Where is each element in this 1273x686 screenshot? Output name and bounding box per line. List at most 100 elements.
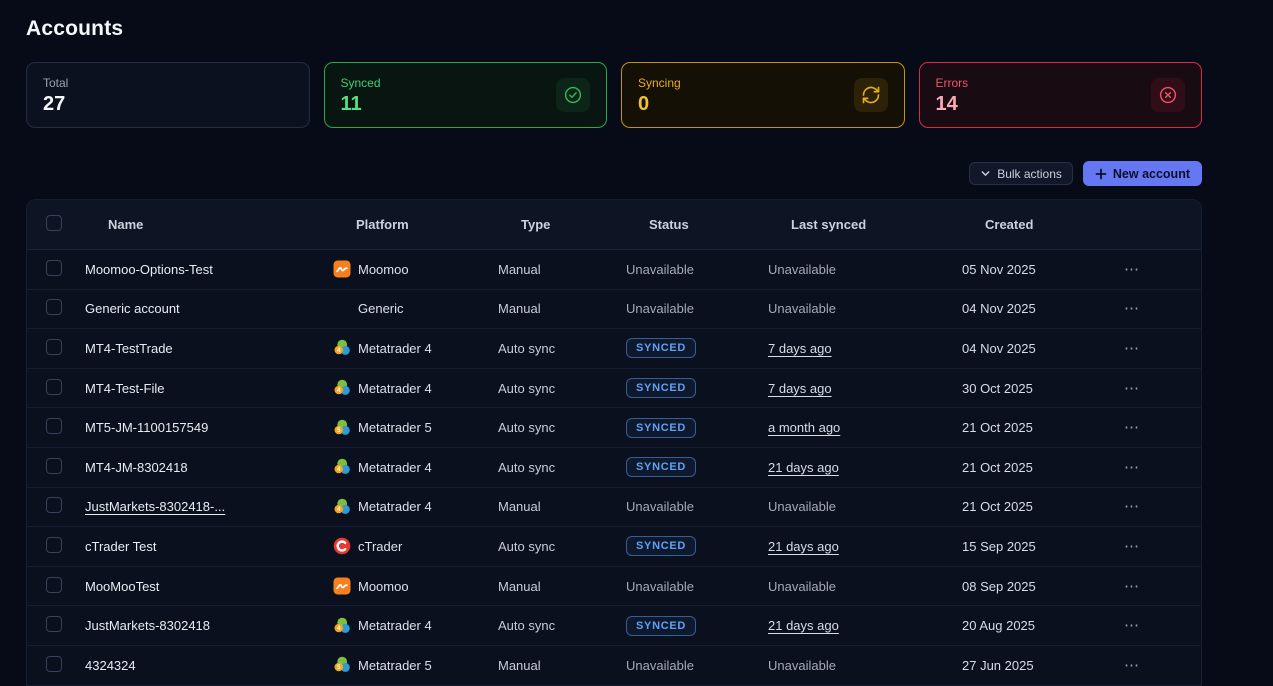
status-cell: SYNCED (626, 536, 768, 557)
account-name: MT4-JM-8302418 (85, 459, 188, 475)
platform-icon-none (333, 300, 351, 318)
status-badge: SYNCED (626, 615, 697, 636)
platform-label: Generic (358, 301, 404, 317)
moomoo-icon (333, 577, 351, 595)
status-text: Unavailable (626, 657, 694, 673)
row-actions-button[interactable]: ⋯ (1124, 260, 1140, 278)
status-cell: Unavailable (626, 579, 768, 594)
row-checkbox[interactable] (46, 497, 62, 514)
table-header: Name Platform Type Status Last synced Cr… (27, 200, 1201, 250)
last-synced-cell: Unavailable (768, 658, 962, 673)
table-row: Moomoo-Options-Test Moomoo Manual Unavai… (27, 250, 1201, 290)
status-cell: SYNCED (626, 338, 768, 359)
status-cell: SYNCED (626, 378, 768, 399)
row-actions-button[interactable]: ⋯ (1124, 339, 1140, 357)
row-checkbox[interactable] (46, 457, 62, 474)
created-date: 08 Sep 2025 (962, 578, 1036, 594)
row-checkbox[interactable] (46, 259, 62, 276)
toolbar: Bulk actions New account (26, 161, 1202, 186)
status-text: Unavailable (626, 578, 694, 594)
svg-text:4: 4 (337, 626, 341, 632)
row-actions-button[interactable]: ⋯ (1124, 537, 1140, 555)
stat-label-errors: Errors (935, 75, 969, 90)
sync-type-label: Auto sync (498, 380, 556, 396)
row-actions-button[interactable]: ⋯ (1124, 300, 1140, 318)
row-checkbox[interactable] (46, 338, 62, 355)
row-actions-button[interactable]: ⋯ (1124, 458, 1140, 476)
table-row: 4324324 5 Metatrader 5 Manual Unavailabl… (27, 646, 1201, 686)
created-date: 21 Oct 2025 (962, 499, 1033, 515)
stat-label-total: Total (43, 75, 69, 90)
account-name: MT4-Test-File (85, 380, 165, 396)
row-actions-button[interactable]: ⋯ (1124, 379, 1140, 397)
stat-label-syncing: Syncing (638, 75, 681, 90)
last-synced-cell: 7 days ago (768, 381, 962, 396)
table-row: MT4-TestTrade 4 Metatrader 4 Auto sync S… (27, 329, 1201, 369)
last-synced-link[interactable]: 21 days ago (768, 618, 839, 634)
platform-label: Metatrader 4 (358, 340, 432, 356)
last-synced-link[interactable]: a month ago (768, 420, 841, 436)
row-actions-button[interactable]: ⋯ (1124, 656, 1140, 674)
status-badge: SYNCED (626, 338, 697, 359)
table-row: cTrader Test cTrader Auto sync SYNCED 21… (27, 527, 1201, 567)
platform-label: Metatrader 5 (358, 420, 432, 436)
sync-type-label: Manual (498, 261, 541, 277)
created-date: 30 Oct 2025 (962, 380, 1033, 396)
status-badge: SYNCED (626, 536, 697, 557)
row-checkbox[interactable] (46, 616, 62, 633)
account-name: Generic account (85, 301, 180, 317)
created-date: 05 Nov 2025 (962, 261, 1036, 277)
select-all-checkbox[interactable] (46, 215, 62, 231)
column-header-platform: Platform (356, 217, 409, 232)
sync-type-label: Auto sync (498, 538, 556, 554)
column-header-name: Name (108, 217, 144, 232)
row-checkbox[interactable] (46, 378, 62, 395)
bulk-actions-button[interactable]: Bulk actions (969, 162, 1073, 185)
stat-card-errors: Errors 14 (918, 62, 1202, 128)
last-synced-link[interactable]: 21 days ago (768, 459, 839, 475)
platform-label: Metatrader 5 (358, 657, 432, 673)
sync-type-label: Auto sync (498, 459, 556, 475)
created-date: 04 Nov 2025 (962, 340, 1036, 356)
row-actions-button[interactable]: ⋯ (1124, 498, 1140, 516)
row-checkbox[interactable] (46, 576, 62, 593)
sync-type-label: Auto sync (498, 420, 556, 436)
platform-label: Metatrader 4 (358, 618, 432, 634)
status-badge: SYNCED (626, 417, 697, 438)
last-synced-cell: 21 days ago (768, 539, 962, 554)
row-checkbox[interactable] (46, 536, 62, 553)
accounts-page: Accounts Total 27 Synced 11 Syncing 0 (26, 17, 1202, 686)
account-name: MT4-TestTrade (85, 340, 173, 356)
row-actions-button[interactable]: ⋯ (1124, 419, 1140, 437)
sync-type-label: Manual (498, 578, 541, 594)
last-synced-text: Unavailable (768, 301, 836, 317)
last-synced-link[interactable]: 7 days ago (768, 380, 832, 396)
row-actions-button[interactable]: ⋯ (1124, 577, 1140, 595)
metatrader4-icon: 4 (333, 339, 351, 357)
column-header-type: Type (521, 217, 551, 232)
stat-value-syncing: 0 (638, 92, 650, 115)
row-checkbox[interactable] (46, 418, 62, 435)
row-actions-button[interactable]: ⋯ (1124, 617, 1140, 635)
last-synced-link[interactable]: 7 days ago (768, 340, 832, 356)
table-row: Generic account Generic Manual Unavailab… (27, 290, 1201, 330)
last-synced-cell: a month ago (768, 420, 962, 435)
row-checkbox[interactable] (46, 299, 62, 316)
last-synced-text: Unavailable (768, 499, 836, 515)
created-date: 21 Oct 2025 (962, 420, 1033, 436)
new-account-button[interactable]: New account (1082, 161, 1202, 186)
last-synced-cell: Unavailable (768, 262, 962, 277)
last-synced-link[interactable]: 21 days ago (768, 538, 839, 554)
row-checkbox[interactable] (46, 655, 62, 672)
check-circle-icon (556, 78, 590, 112)
account-name: 4324324 (85, 657, 136, 673)
account-name: JustMarkets-8302418 (85, 618, 211, 634)
account-name-link[interactable]: JustMarkets-8302418-... (85, 499, 226, 515)
last-synced-cell: 21 days ago (768, 618, 962, 633)
status-cell: SYNCED (626, 417, 768, 438)
column-header-last-synced: Last synced (791, 217, 867, 232)
moomoo-icon (333, 260, 351, 278)
metatrader4-icon: 4 (333, 617, 351, 635)
new-account-label: New account (1112, 166, 1190, 181)
created-date: 21 Oct 2025 (962, 459, 1033, 475)
